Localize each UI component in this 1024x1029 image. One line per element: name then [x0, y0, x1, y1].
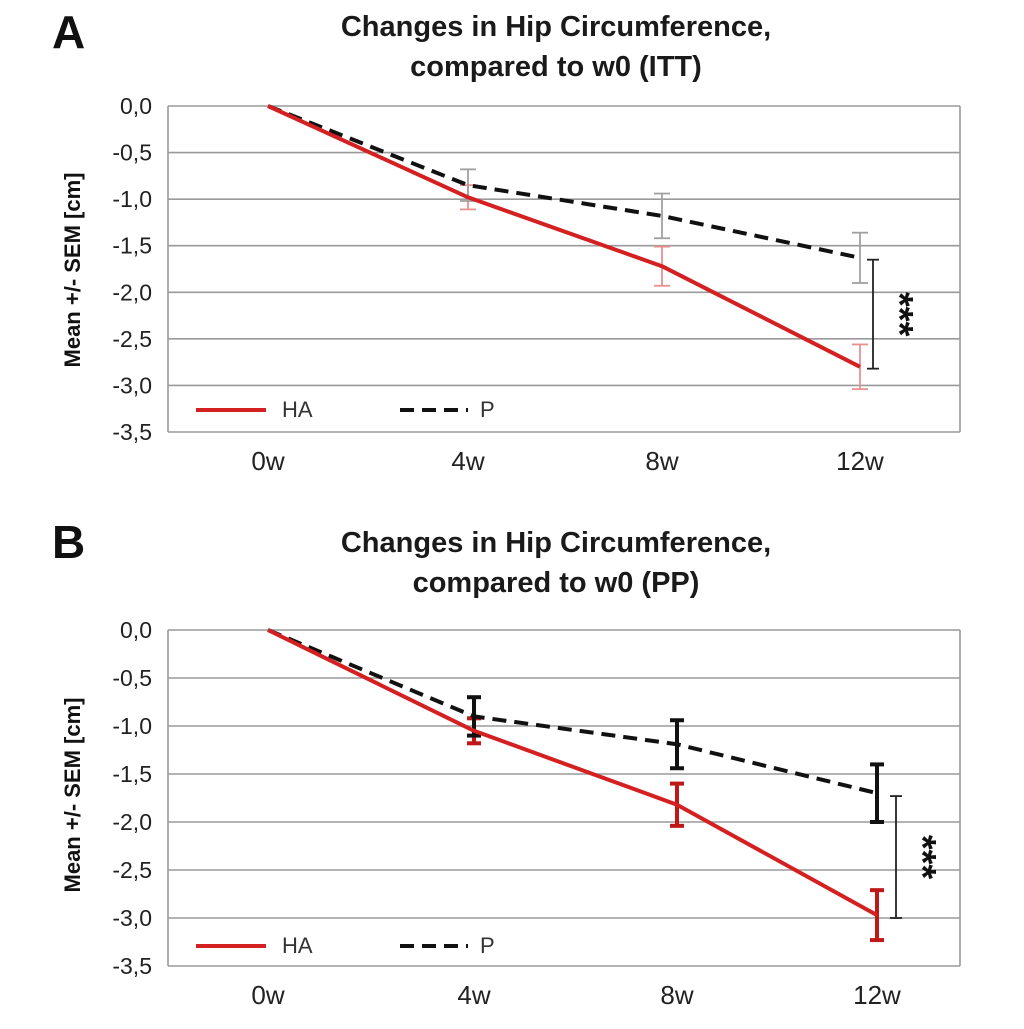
y-tick-label: -0,5	[112, 140, 152, 166]
x-tick-label: 12w	[853, 980, 901, 1010]
significance-marker: ***	[878, 292, 920, 337]
y-tick-label: -1,5	[112, 233, 152, 259]
y-tick-label: -3,0	[112, 372, 152, 398]
y-tick-label: -3,5	[112, 953, 152, 979]
chart-subtitle: compared to w0 (ITT)	[410, 51, 702, 83]
x-tick-label: 4w	[457, 980, 490, 1010]
y-tick-label: -1,0	[112, 713, 152, 739]
chart-title: Changes in Hip Circumference,	[341, 11, 771, 43]
y-tick-label: -2,0	[112, 279, 152, 305]
y-tick-label: -2,5	[112, 326, 152, 352]
legend-label-ha: HA	[282, 933, 313, 958]
x-tick-label: 12w	[836, 446, 884, 476]
plot-area: 0,0 -0,5 -1,0 -1,5 -2,0 -2,5 -3,0 -3,5 0w 4w 8w 12w…	[112, 93, 961, 476]
chart-title: Changes in Hip Circumference,	[341, 527, 771, 559]
y-tick-label: -2,0	[112, 809, 152, 835]
series-line-p	[267, 104, 861, 260]
series-line-p	[267, 628, 878, 796]
chart-svg-b: B Changes in Hip Circumference, compared…	[52, 516, 961, 1010]
series-line-ha	[267, 104, 861, 369]
legend-label-p: P	[480, 933, 495, 958]
y-tick-label: -3,0	[112, 905, 152, 931]
y-tick-label: -1,0	[112, 186, 152, 212]
chart-subtitle: compared to w0 (PP)	[413, 567, 700, 599]
y-tick-label: -2,5	[112, 857, 152, 883]
chart-panel-a: A Changes in Hip Circumference, compared…	[0, 0, 1024, 512]
chart-svg-a: A Changes in Hip Circumference, compared…	[52, 6, 961, 476]
x-tick-label: 4w	[451, 446, 484, 476]
legend-label-p: P	[480, 397, 495, 422]
plot-area: 0,0 -0,5 -1,0 -1,5 -2,0 -2,5 -3,0 -3,5 0w 4w 8w 12w…	[112, 617, 961, 1010]
chart-panel-b: B Changes in Hip Circumference, compared…	[0, 512, 1024, 1024]
y-tick-label: -3,5	[112, 419, 152, 445]
y-tick-label: 0,0	[120, 93, 152, 119]
x-tick-label: 0w	[251, 446, 284, 476]
y-axis-label: Mean +/- SEM [cm]	[60, 173, 85, 368]
panel-letter: A	[52, 6, 85, 58]
significance-marker: ***	[901, 835, 943, 880]
series-line-ha	[267, 628, 878, 917]
y-tick-label: -1,5	[112, 761, 152, 787]
panel-letter: B	[52, 516, 85, 568]
x-tick-label: 8w	[660, 980, 693, 1010]
y-tick-label: -0,5	[112, 665, 152, 691]
x-tick-label: 8w	[645, 446, 678, 476]
legend-label-ha: HA	[282, 397, 313, 422]
x-tick-label: 0w	[251, 980, 284, 1010]
y-tick-label: 0,0	[120, 617, 152, 643]
y-axis-label: Mean +/- SEM [cm]	[60, 698, 85, 893]
